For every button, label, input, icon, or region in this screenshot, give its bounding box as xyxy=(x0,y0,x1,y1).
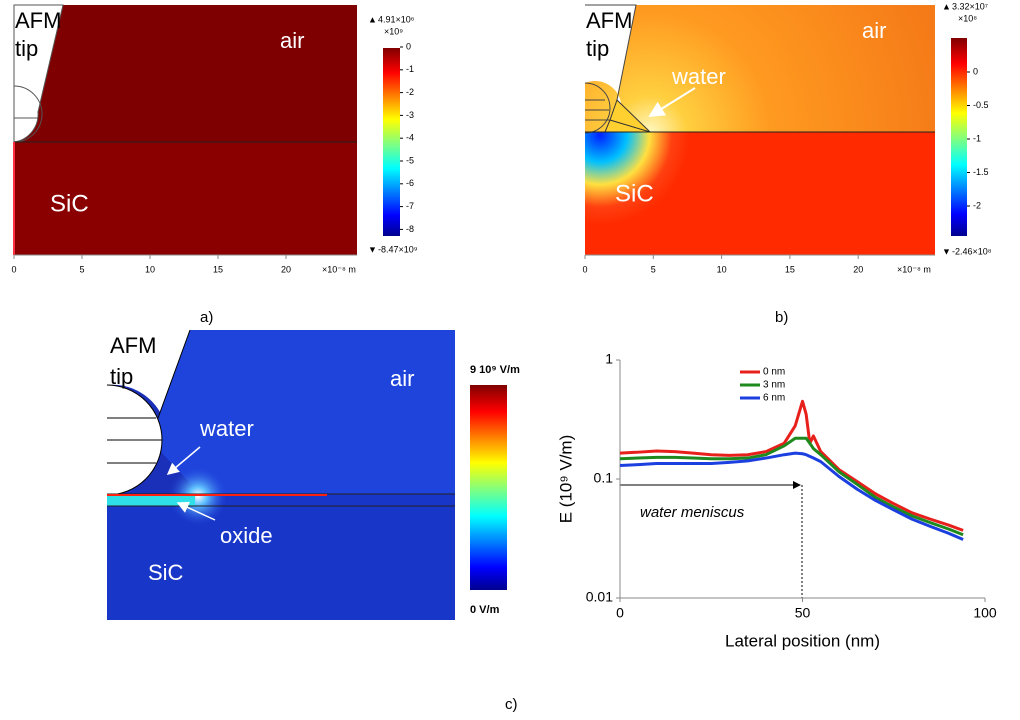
tip-edge xyxy=(585,4,637,101)
colorbar-tick-label: -2 xyxy=(406,87,414,97)
colorbar-scale: ×10⁸ xyxy=(958,13,977,23)
x-tick-label: 10 xyxy=(145,264,155,274)
x-unit: ×10⁻⁸ m xyxy=(322,264,356,274)
panel-b: AFM tip air water SiC ▲ 3.32×10⁷ ×10⁸ ▼ … xyxy=(584,1,992,326)
y-tick-label: 1 xyxy=(605,351,613,367)
colorbar-max: 3.32×10⁷ xyxy=(952,1,988,11)
label: SiC xyxy=(50,190,89,217)
annotation: water meniscus xyxy=(640,504,745,521)
afm-tip xyxy=(107,330,190,412)
colorbar xyxy=(470,385,507,590)
caption: c) xyxy=(505,696,518,713)
colorbar-tick-label: -4 xyxy=(406,133,414,143)
label: AFM xyxy=(586,8,632,33)
max-marker: ▲ xyxy=(942,1,951,11)
colorbar-tick-label: -8 xyxy=(406,224,414,234)
tip-apex xyxy=(13,85,43,143)
colorbar-tick-label: -6 xyxy=(406,178,414,188)
colorbar-min: -8.47×10⁹ xyxy=(378,244,418,254)
panel-a: AFM tip air SiC ▲ 4.91×10⁶ ×10⁹ ▼ -8.47×… xyxy=(13,4,418,326)
colorbar-scale: ×10⁹ xyxy=(384,26,403,36)
caption: b) xyxy=(775,309,788,326)
tip-apex xyxy=(584,82,611,134)
x-tick-label: 15 xyxy=(785,264,795,274)
sic-region xyxy=(14,142,357,255)
colorbar-max: 4.91×10⁶ xyxy=(378,14,415,24)
label: tip xyxy=(110,364,133,389)
x-tick-label: 20 xyxy=(853,264,863,274)
colorbar-tick-label: -1 xyxy=(406,64,414,74)
colorbar-tick-label: -1.5 xyxy=(973,167,989,177)
label: water xyxy=(671,64,726,89)
sic-region xyxy=(107,494,455,620)
legend-label: 0 nm xyxy=(763,367,785,378)
air-region xyxy=(585,5,935,132)
line-chart: 0.01 0.1 1 0 50 100 Lateral position (nm) E (10… xyxy=(556,351,996,651)
label: oxide xyxy=(220,523,273,548)
x-tick-label: 15 xyxy=(213,264,223,274)
x-tick-label: 50 xyxy=(795,605,811,621)
label: air xyxy=(280,28,304,53)
caption: a) xyxy=(200,309,213,326)
label: AFM xyxy=(15,8,61,33)
label: SiC xyxy=(148,560,184,585)
arrow xyxy=(176,501,216,521)
label: SiC xyxy=(615,180,654,207)
x-tick-label: 100 xyxy=(973,605,997,621)
min-marker: ▼ xyxy=(368,244,377,254)
label: tip xyxy=(15,36,38,61)
arrow xyxy=(648,87,696,118)
sic-region xyxy=(585,132,935,255)
y-tick-label: 0.01 xyxy=(586,589,613,605)
colorbar-max: 9 10⁹ V/m xyxy=(470,364,520,376)
oxide-strip xyxy=(107,496,195,506)
series-line xyxy=(619,451,964,541)
x-tick-label: 20 xyxy=(281,264,291,274)
legend-label: 6 nm xyxy=(763,393,785,404)
x-tick-label: 5 xyxy=(651,264,656,274)
colorbar-tick-label: -7 xyxy=(406,201,414,211)
label: AFM xyxy=(110,333,156,358)
colorbar xyxy=(951,38,967,236)
afm-tip xyxy=(585,5,650,132)
colorbar-tick-label: -2 xyxy=(973,200,981,210)
x-axis-label: Lateral position (nm) xyxy=(725,631,880,650)
colorbar-tick-label: 0 xyxy=(973,66,978,76)
y-axis-label: E (10⁹ V/m) xyxy=(556,435,575,524)
x-tick-label: 0 xyxy=(616,605,624,621)
colorbar-min: -2.46×10⁸ xyxy=(952,246,992,256)
x-tick-label: 10 xyxy=(717,264,727,274)
colorbar-min: 0 V/m xyxy=(470,604,500,616)
y-tick-label: 0.1 xyxy=(594,470,614,486)
x-tick-label: 5 xyxy=(79,264,84,274)
colorbar-tick-label: 0 xyxy=(406,41,411,51)
panel-c-map: AFM tip air water oxide SiC 9 10⁹ V/m 0 … xyxy=(106,329,520,713)
colorbar-tick-label: -1 xyxy=(973,133,981,143)
label: air xyxy=(862,18,886,43)
label: air xyxy=(390,366,414,391)
label: water xyxy=(199,416,254,441)
min-marker: ▼ xyxy=(942,246,951,256)
colorbar-tick-label: -5 xyxy=(406,155,414,165)
max-marker: ▲ xyxy=(368,14,377,24)
x-tick-label: 0 xyxy=(11,264,16,274)
series-line xyxy=(619,399,964,532)
arrow xyxy=(166,446,201,475)
x-tick-label: 0 xyxy=(582,264,587,274)
legend-label: 3 nm xyxy=(763,380,785,391)
colorbar-tick-label: -3 xyxy=(406,110,414,120)
x-unit: ×10⁻⁸ m xyxy=(897,264,931,274)
series-line xyxy=(619,436,964,537)
colorbar-tick-label: -0.5 xyxy=(973,100,989,110)
colorbar xyxy=(383,48,400,236)
label: tip xyxy=(586,36,609,61)
